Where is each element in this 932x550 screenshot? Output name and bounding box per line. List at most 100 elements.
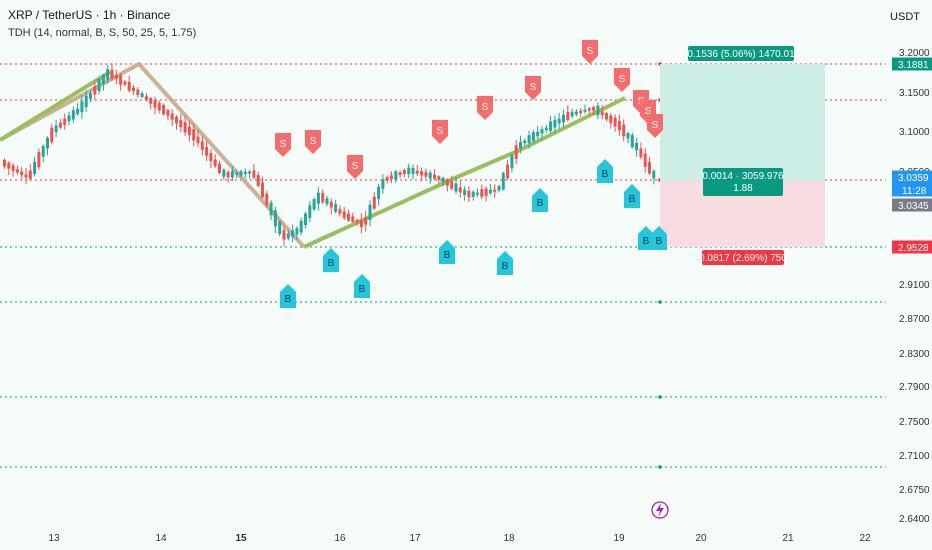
candle	[587, 108, 591, 111]
candle	[170, 113, 174, 120]
candle	[480, 189, 484, 197]
candle	[329, 201, 333, 208]
x-tick-label: 16	[334, 533, 346, 544]
target-label: 0.1536 (5.06%) 1470.01	[687, 49, 795, 60]
stop-label-box	[702, 250, 784, 265]
buy-signal-marker: B	[624, 184, 640, 208]
sell-signal-marker: S	[477, 96, 493, 120]
candle	[76, 108, 80, 114]
candle	[583, 109, 587, 112]
candle	[106, 69, 110, 80]
candle	[243, 171, 247, 174]
candle	[648, 162, 651, 174]
candle	[355, 219, 359, 223]
candle	[119, 75, 123, 85]
candle	[398, 172, 402, 176]
x-tick-label: 19	[613, 533, 625, 544]
sell-signal-marker: S	[525, 76, 541, 100]
signal-label: B	[643, 236, 650, 247]
candle	[213, 159, 217, 167]
candle	[441, 177, 445, 183]
candle	[110, 69, 114, 79]
candle	[166, 110, 170, 116]
candle	[304, 213, 307, 225]
candle	[390, 175, 393, 179]
price-level-tag: 3.0359 11:28	[892, 170, 932, 197]
candle	[7, 162, 11, 169]
signal-label: S	[280, 139, 287, 150]
candle	[424, 172, 428, 177]
candle	[175, 116, 178, 124]
y-tick-label: 3.2000	[899, 48, 930, 59]
candle	[58, 122, 62, 128]
candle	[230, 170, 234, 178]
sell-signal-marker: S	[432, 120, 448, 144]
time-axis[interactable]: 13 14 15 16 17 18 19 20 21 22	[48, 533, 871, 544]
price-level-tag: 3.1881	[892, 57, 932, 71]
candle	[24, 174, 28, 178]
candle	[454, 183, 458, 192]
candle	[428, 172, 432, 179]
y-tick-label: 2.8300	[899, 349, 930, 360]
candle	[291, 230, 295, 237]
lightning-icon[interactable]	[651, 501, 669, 519]
candle	[411, 168, 415, 174]
candle	[514, 145, 518, 159]
candle	[50, 127, 54, 143]
candle	[132, 87, 135, 92]
x-tick-label: 14	[155, 533, 167, 544]
price-level-tag: 2.9528	[892, 240, 932, 254]
target-zone	[660, 64, 825, 181]
candle	[385, 177, 389, 181]
candle	[463, 189, 467, 195]
candle	[415, 170, 419, 174]
candle	[592, 107, 596, 111]
currency-label[interactable]: USDT	[890, 11, 920, 23]
signal-label: B	[502, 261, 509, 272]
candle	[28, 170, 32, 179]
candle	[252, 170, 256, 178]
title-block: XRP / TetherUS · 1h · Binance TDH (14, n…	[8, 8, 196, 39]
candle	[553, 119, 557, 128]
candle	[136, 89, 140, 95]
candle	[493, 189, 497, 192]
candle	[235, 172, 239, 175]
indicator-label[interactable]: TDH (14, normal, B, S, 50, 25, 5, 1.75)	[8, 27, 197, 39]
sell-signal-marker: S	[305, 130, 321, 154]
candle	[544, 127, 548, 131]
candle	[605, 113, 608, 120]
candle	[617, 120, 621, 131]
signal-label: S	[652, 120, 659, 131]
candle	[37, 152, 41, 168]
x-tick-label: 22	[859, 533, 871, 544]
candle	[325, 198, 329, 205]
price-axis[interactable]: 3.20003.15003.10003.05002.91002.87002.83…	[899, 48, 930, 525]
candle	[196, 136, 200, 143]
trend-line-up-1	[0, 70, 112, 142]
candle	[41, 146, 45, 157]
candle	[299, 220, 303, 233]
signal-label: B	[328, 258, 335, 269]
stop-label: 0.0817 (2.69%) 750	[699, 253, 787, 264]
y-tick-label: 2.9100	[899, 280, 930, 291]
price-level-tag: 3.0345	[892, 198, 932, 212]
candle	[407, 167, 411, 174]
candle	[377, 186, 381, 200]
candle	[364, 217, 368, 225]
buy-signal-marker: B	[651, 226, 667, 250]
candle	[445, 179, 449, 186]
candle	[248, 171, 252, 174]
signal-label: S	[437, 126, 444, 137]
candle	[501, 172, 505, 190]
candle	[101, 75, 105, 84]
candle	[334, 204, 338, 212]
candle	[15, 169, 19, 173]
candle	[144, 96, 148, 100]
x-tick-label: 18	[503, 533, 515, 544]
buy-signal-marker: B	[638, 226, 654, 250]
candle	[433, 174, 436, 179]
candle	[497, 185, 501, 191]
candle	[488, 189, 492, 194]
buy-signal-marker: B	[323, 248, 339, 272]
